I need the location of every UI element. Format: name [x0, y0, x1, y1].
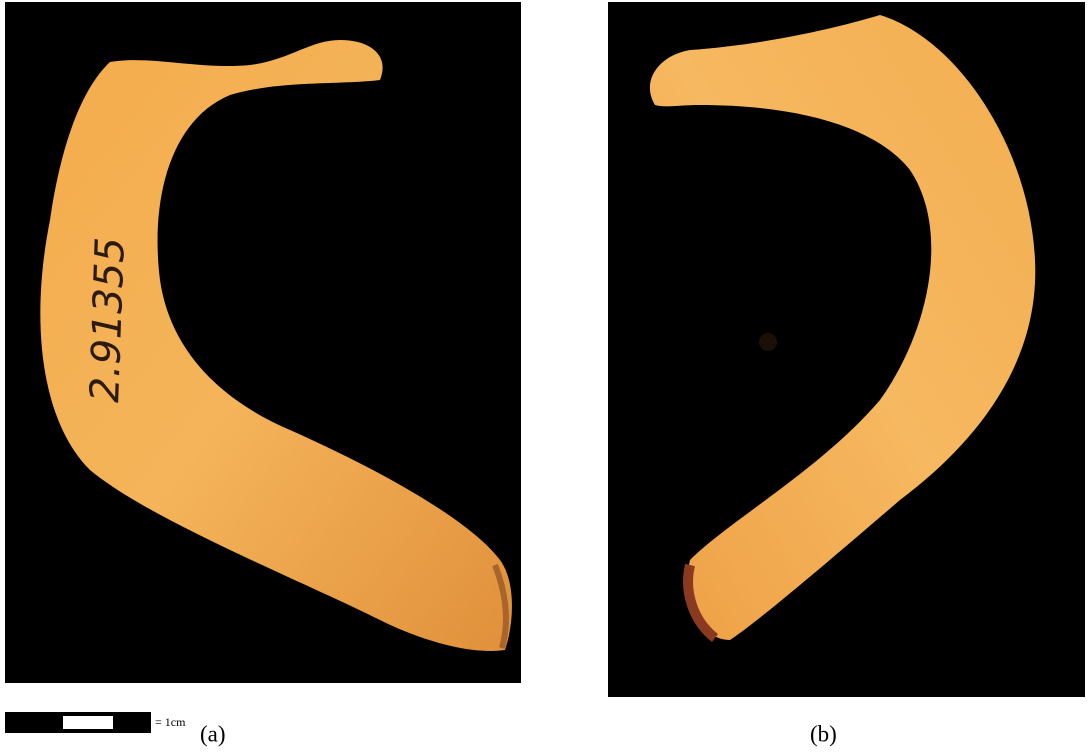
panel-label: (b): [810, 721, 837, 746]
scale-label: = 1cm: [155, 715, 186, 729]
figure: 2.91355 = 1cm (a) (b): [0, 0, 1088, 753]
panel-label: (a): [200, 721, 226, 746]
spot: [759, 333, 777, 351]
specimen-label: 2.91355: [82, 236, 134, 403]
scale-bar-segment: [63, 716, 113, 729]
